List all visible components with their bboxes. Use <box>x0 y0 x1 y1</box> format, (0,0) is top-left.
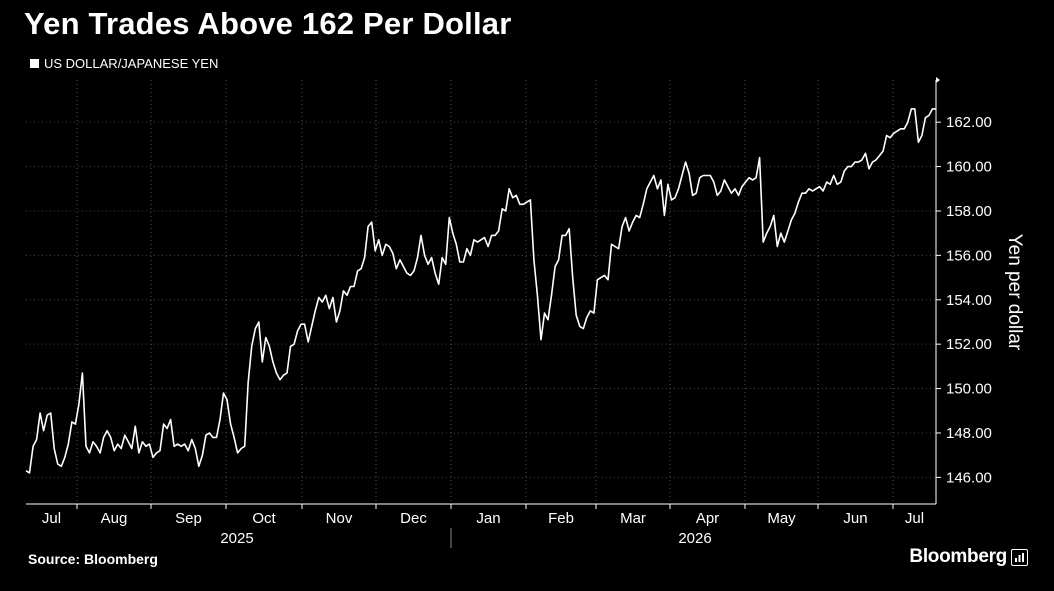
x-tick-label: Apr <box>696 510 719 527</box>
year-label: 2025 <box>220 530 253 547</box>
x-tick-label: Aug <box>101 510 128 527</box>
x-axis: Jul Aug Sep Oct Nov Dec Jan Feb Mar Apr May Jun Jul 2… <box>26 503 936 548</box>
bar-chart-icon <box>1011 548 1028 566</box>
x-tick-label: Oct <box>252 510 276 527</box>
series-line-usdjpy <box>25 108 936 474</box>
x-tick-label: Feb <box>548 510 574 527</box>
y-tick-label: 146.00 <box>946 469 992 486</box>
x-tick-label: Jan <box>476 510 500 527</box>
legend-swatch <box>30 59 39 68</box>
x-tick-label: Jun <box>843 510 867 527</box>
x-tick-label: May <box>767 510 796 527</box>
y-tick-label: 158.00 <box>946 203 992 220</box>
x-tick-label: Jul <box>42 510 61 527</box>
y-tick-label: 152.00 <box>946 336 992 353</box>
y-axis-label: Yen per dollar <box>1004 234 1025 351</box>
y-axis: 146.00 148.00 150.00 152.00 154.00 156.00 158.… <box>935 77 992 504</box>
x-tick-label: Sep <box>175 510 202 527</box>
x-tick-label: Mar <box>620 510 646 527</box>
y-axis-arrow <box>936 77 940 83</box>
source-note: Source: Bloomberg <box>28 551 158 567</box>
y-tick-label: 156.00 <box>946 247 992 264</box>
gridlines <box>26 80 936 504</box>
legend-label: US DOLLAR/JAPANESE YEN <box>44 56 219 71</box>
y-tick-label: 150.00 <box>946 381 992 398</box>
brand-name: Bloomberg <box>909 546 1007 567</box>
legend: US DOLLAR/JAPANESE YEN <box>30 56 218 71</box>
x-tick-label: Nov <box>326 510 353 527</box>
year-label: 2026 <box>678 530 711 547</box>
y-tick-label: 160.00 <box>946 159 992 176</box>
y-tick-label: 162.00 <box>946 114 992 131</box>
brand-logo: Bloomberg <box>909 546 1028 568</box>
chart-title: Yen Trades Above 162 Per Dollar <box>24 6 512 41</box>
x-tick-label: Jul <box>905 510 924 527</box>
x-tick-label: Dec <box>400 510 427 527</box>
y-tick-label: 154.00 <box>946 292 992 309</box>
y-tick-label: 148.00 <box>946 425 992 442</box>
